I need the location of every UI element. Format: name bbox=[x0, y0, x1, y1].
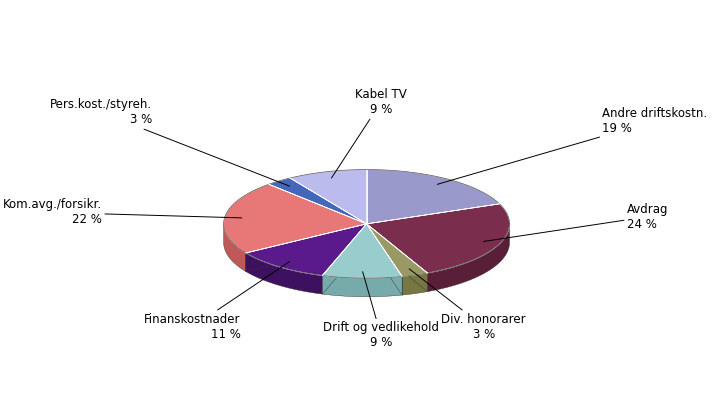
Polygon shape bbox=[269, 178, 367, 224]
Polygon shape bbox=[246, 224, 367, 276]
Polygon shape bbox=[367, 204, 510, 273]
Polygon shape bbox=[246, 224, 367, 272]
Text: Div. honorarer
3 %: Div. honorarer 3 % bbox=[409, 269, 526, 341]
Text: Pers.kost./styreh.
3 %: Pers.kost./styreh. 3 % bbox=[50, 98, 290, 186]
Polygon shape bbox=[367, 224, 402, 295]
Text: Kom.avg./forsikr.
22 %: Kom.avg./forsikr. 22 % bbox=[3, 199, 242, 227]
Text: Drift og vedlikehold
9 %: Drift og vedlikehold 9 % bbox=[323, 272, 439, 349]
Polygon shape bbox=[367, 224, 428, 292]
Polygon shape bbox=[246, 253, 322, 294]
Text: Finanskostnader
11 %: Finanskostnader 11 % bbox=[144, 262, 290, 341]
Polygon shape bbox=[367, 224, 428, 276]
Polygon shape bbox=[224, 184, 367, 253]
Polygon shape bbox=[367, 224, 402, 295]
Polygon shape bbox=[224, 224, 246, 272]
Polygon shape bbox=[367, 224, 428, 292]
Text: Andre driftskostn.
19 %: Andre driftskostn. 19 % bbox=[438, 107, 708, 184]
Polygon shape bbox=[322, 224, 402, 278]
Polygon shape bbox=[367, 170, 500, 224]
Polygon shape bbox=[428, 224, 510, 292]
Polygon shape bbox=[402, 273, 428, 295]
Polygon shape bbox=[322, 276, 402, 297]
Polygon shape bbox=[246, 224, 367, 272]
Polygon shape bbox=[290, 170, 367, 224]
Polygon shape bbox=[322, 224, 367, 294]
Text: Kabel TV
9 %: Kabel TV 9 % bbox=[332, 88, 407, 178]
Polygon shape bbox=[322, 224, 367, 294]
Text: Avdrag
24 %: Avdrag 24 % bbox=[483, 203, 669, 241]
